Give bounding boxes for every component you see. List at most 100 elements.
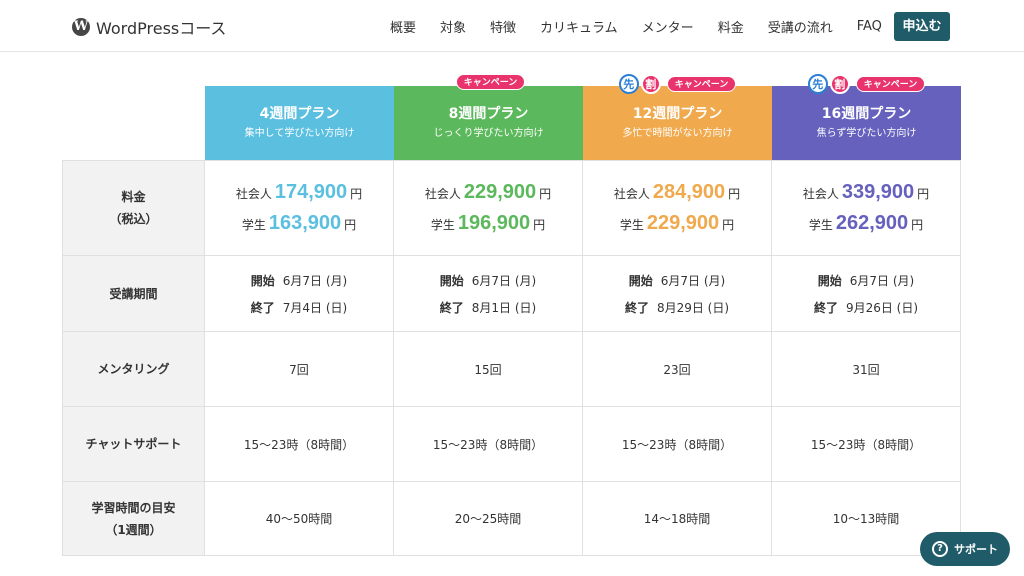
yen-unit: 円 <box>539 187 552 201</box>
end-label: 終了 <box>813 300 838 315</box>
study-label: 学習時間の目安 <box>91 500 176 515</box>
adult-price: 339,900 <box>841 181 915 203</box>
student-label: 学生 <box>619 218 644 232</box>
nav-item-curriculum[interactable]: カリキュラム <box>540 20 618 36</box>
study-cell-4w: 40〜50時間 <box>205 482 394 556</box>
plan-subtitle: 焦らず学びたい方向け <box>816 128 917 139</box>
adult-label: 社会人 <box>424 187 461 201</box>
student-price: 229,900 <box>646 212 720 234</box>
chat-cell-8w: 15〜23時（8時間） <box>394 407 583 482</box>
mentoring-row: メンタリング 7回 15回 23回 31回 <box>62 332 961 407</box>
nav-item-price[interactable]: 料金 <box>717 20 744 36</box>
start-date-line: 開始 6月7日 (月) <box>251 272 347 289</box>
mentoring-cell-12w: 23回 <box>583 332 772 407</box>
chat-hours: 15〜23時（8時間） <box>432 437 544 452</box>
adult-price-line: 社会人 339,900 円 <box>803 181 929 204</box>
student-price-line: 学生 229,900 円 <box>620 212 734 235</box>
student-price: 262,900 <box>835 212 909 234</box>
adult-label: 社会人 <box>802 187 839 201</box>
yen-unit: 円 <box>917 187 930 201</box>
end-date-line: 終了 8月1日 (日) <box>440 299 536 316</box>
nav-item-faq[interactable]: FAQ <box>856 18 882 34</box>
adult-label: 社会人 <box>235 187 272 201</box>
chat-cell-12w: 15〜23時（8時間） <box>583 407 772 482</box>
early-wari-badge: 割 <box>640 74 661 94</box>
nav-item-features[interactable]: 特徴 <box>490 20 517 36</box>
adult-price-line: 社会人 174,900 円 <box>236 181 362 204</box>
student-label: 学生 <box>808 218 833 232</box>
student-price-line: 学生 163,900 円 <box>242 212 356 235</box>
yen-unit: 円 <box>728 187 741 201</box>
chat-hours: 15〜23時（8時間） <box>810 437 922 452</box>
adult-price: 229,900 <box>463 181 537 203</box>
price-row: 料金 （税込） 社会人 174,900 円 学生 163,900 円 社会人 2… <box>62 160 961 256</box>
study-row: 学習時間の目安 （1週間） 40〜50時間 20〜25時間 14〜18時間 10… <box>62 482 961 556</box>
apply-button[interactable]: 申込む <box>894 12 950 41</box>
chat-hours: 15〜23時（8時間） <box>243 437 355 452</box>
student-label: 学生 <box>430 218 455 232</box>
plan-header-8w: キャンペーン 8週間プラン じっくり学びたい方向け <box>394 74 583 160</box>
nav-item-target[interactable]: 対象 <box>440 20 467 36</box>
price-cell-8w: 社会人 229,900 円 学生 196,900 円 <box>394 160 583 256</box>
period-cell-8w: 開始 6月7日 (月) 終了 8月1日 (日) <box>394 256 583 332</box>
tax-included-label: （税込） <box>109 212 158 226</box>
end-label: 終了 <box>250 300 275 315</box>
mentoring-label: メンタリング <box>97 362 170 376</box>
study-hours: 14〜18時間 <box>643 512 711 526</box>
plan-header-row: 4週間プラン 集中して学びたい方向け キャンペーン 8週間プラン じっくり学びた… <box>205 74 961 160</box>
chat-cell-4w: 15〜23時（8時間） <box>205 407 394 482</box>
yen-unit: 円 <box>350 187 363 201</box>
mentoring-count: 15回 <box>474 362 502 377</box>
chat-label: チャットサポート <box>85 437 182 451</box>
student-price: 196,900 <box>457 212 531 234</box>
period-cell-16w: 開始 6月7日 (月) 終了 9月26日 (日) <box>772 256 961 332</box>
price-label-cell: 料金 （税込） <box>62 160 205 256</box>
plan-name: 8週間プラン <box>448 106 529 122</box>
start-date: 6月7日 (月) <box>471 273 537 288</box>
end-date-line: 終了 9月26日 (日) <box>814 299 918 316</box>
plan-badges: 先 割 キャンペーン <box>772 74 961 94</box>
study-hours: 40〜50時間 <box>265 512 333 526</box>
period-row: 受講期間 開始 6月7日 (月) 終了 7月4日 (日) 開始 6月7日 (月) 終了… <box>62 256 961 332</box>
mentoring-cell-4w: 7回 <box>205 332 394 407</box>
adult-price: 174,900 <box>274 181 348 203</box>
logo[interactable]: W WordPressコース <box>72 15 226 39</box>
nav-item-overview[interactable]: 概要 <box>390 20 417 36</box>
end-date: 9月26日 (日) <box>845 300 919 315</box>
mentoring-cell-16w: 31回 <box>772 332 961 407</box>
chat-hours: 15〜23時（8時間） <box>621 437 733 452</box>
end-date-line: 終了 7月4日 (日) <box>251 299 347 316</box>
campaign-badge: キャンペーン <box>666 76 737 92</box>
student-price: 163,900 <box>268 212 342 234</box>
early-saki-badge: 先 <box>807 74 828 94</box>
period-cell-12w: 開始 6月7日 (月) 終了 8月29日 (日) <box>583 256 772 332</box>
adult-label: 社会人 <box>613 187 650 201</box>
chat-label-cell: チャットサポート <box>62 407 205 482</box>
yen-unit: 円 <box>533 218 546 232</box>
support-button[interactable]: ? サポート <box>920 532 1010 566</box>
start-date-line: 開始 6月7日 (月) <box>440 272 536 289</box>
study-label-cell: 学習時間の目安 （1週間） <box>62 482 205 556</box>
end-date: 7月4日 (日) <box>282 300 348 315</box>
plan-badges: 先 割 キャンペーン <box>583 74 772 94</box>
main-nav: 概要 対象 特徴 カリキュラム メンター 料金 受講の流れ FAQ <box>390 12 906 40</box>
price-cell-12w: 社会人 284,900 円 学生 229,900 円 <box>583 160 772 256</box>
period-cell-4w: 開始 6月7日 (月) 終了 7月4日 (日) <box>205 256 394 332</box>
logo-text: WordPressコース <box>96 19 227 38</box>
campaign-badge: キャンペーン <box>855 76 926 92</box>
end-date-line: 終了 8月29日 (日) <box>625 299 729 316</box>
end-date: 8月29日 (日) <box>656 300 730 315</box>
nav-item-mentor[interactable]: メンター <box>641 20 694 36</box>
yen-unit: 円 <box>344 218 357 232</box>
per-week-label: （1週間） <box>105 522 162 537</box>
nav-item-flow[interactable]: 受講の流れ <box>767 20 833 36</box>
wordpress-icon: W <box>72 18 90 36</box>
plan-badges: キャンペーン <box>394 74 583 90</box>
campaign-badge: キャンペーン <box>455 74 526 90</box>
study-cell-8w: 20〜25時間 <box>394 482 583 556</box>
plan-header-12w: 先 割 キャンペーン 12週間プラン 多忙で時間がない方向け <box>583 74 772 160</box>
start-date: 6月7日 (月) <box>282 273 348 288</box>
start-date-line: 開始 6月7日 (月) <box>818 272 914 289</box>
start-date-line: 開始 6月7日 (月) <box>629 272 725 289</box>
plan-subtitle: 多忙で時間がない方向け <box>622 128 733 139</box>
